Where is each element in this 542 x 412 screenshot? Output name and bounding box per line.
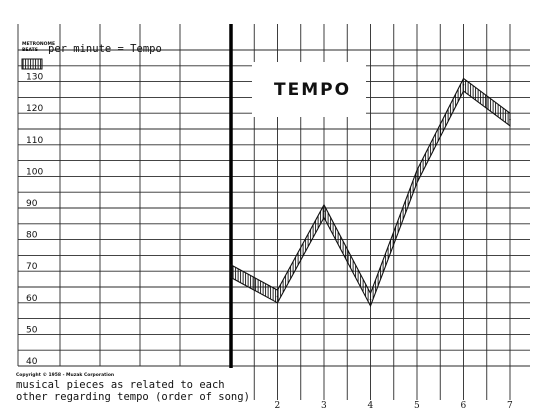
caption-line-1: musical pieces as related to each (16, 379, 225, 391)
y-tick-label: 50 (26, 325, 38, 335)
y-tick-label: 120 (26, 104, 43, 114)
legend-label-line-2: BEATS (22, 47, 38, 53)
x-tick-label: 5 (414, 401, 420, 411)
x-tick-label: 4 (368, 401, 374, 411)
y-tick-label: 130 (26, 73, 43, 83)
x-tick-label: 2 (275, 401, 281, 411)
tempo-point (230, 270, 232, 273)
x-tick-label: 3 (321, 401, 327, 411)
title-box (252, 62, 366, 117)
legend-hatch-swatch (21, 58, 43, 70)
copyright-notice: Copyright © 1958 - Muzak Corporation (16, 372, 114, 378)
legend-label-line-1: METRONOME (22, 41, 55, 47)
y-tick-label: 100 (26, 167, 43, 177)
y-tick-label: 40 (26, 357, 38, 367)
y-tick-label: 70 (26, 262, 38, 272)
tempo-band (230, 77, 511, 308)
caption-line-2: other regarding tempo (order of song) (16, 391, 250, 403)
y-tick-label: 90 (26, 199, 38, 209)
tempo-point (462, 83, 465, 86)
tempo-point (276, 295, 279, 298)
typed-tempo-label: per minute = Tempo (48, 43, 162, 55)
tempo-point (416, 175, 418, 178)
y-axis-tick-labels: 130 120 110 100 90 80 70 60 50 40 (26, 73, 43, 367)
y-tick-label: 110 (26, 136, 43, 146)
caption-backdrop (14, 368, 236, 408)
tempo-point (369, 298, 372, 301)
chart-title: TEMPO (274, 80, 351, 100)
tempo-point (509, 118, 511, 121)
x-axis-tick-labels: 1234567 (228, 401, 513, 411)
y-tick-label: 60 (26, 294, 38, 304)
y-tick-label: 80 (26, 231, 38, 241)
tempo-point (323, 210, 325, 212)
x-tick-label: 7 (507, 401, 513, 411)
x-tick-label: 6 (461, 401, 467, 411)
tempo-series (230, 77, 511, 308)
